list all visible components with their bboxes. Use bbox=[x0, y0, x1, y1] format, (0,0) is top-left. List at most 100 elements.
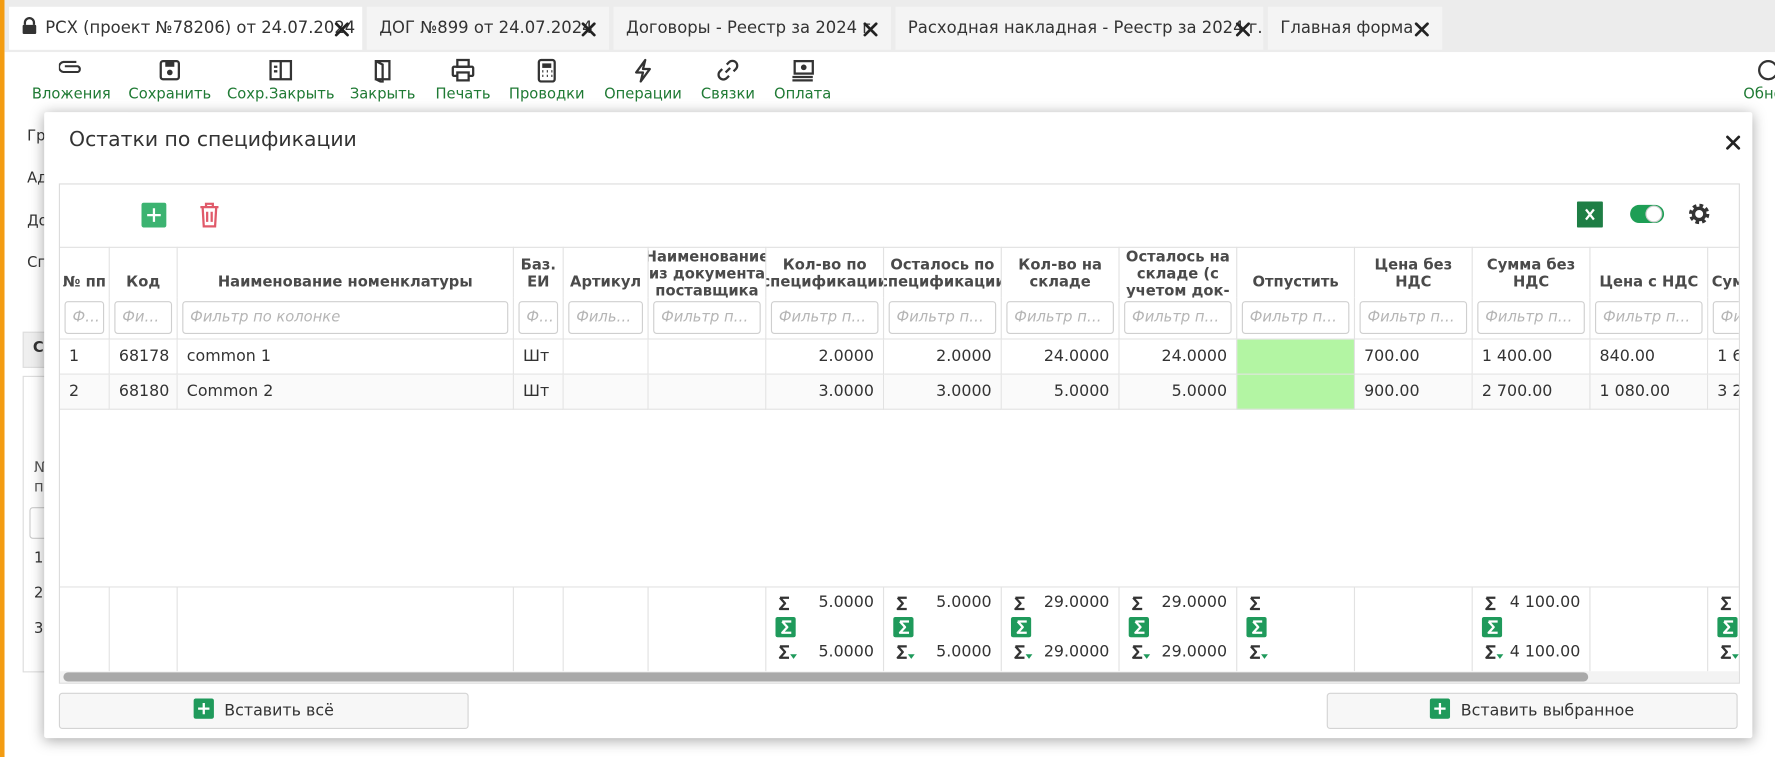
table-cell[interactable]: Common 2 bbox=[177, 374, 514, 410]
column-header[interactable]: Осталось по спецификации bbox=[884, 246, 1002, 298]
filter-input[interactable]: Фильтр по колонке bbox=[1712, 301, 1739, 334]
toolbar-button-label[interactable]: Печать bbox=[435, 86, 491, 104]
toolbar-icon[interactable] bbox=[1756, 58, 1775, 87]
column-header-text[interactable]: Осталось по спецификации bbox=[884, 256, 1002, 291]
tab-close[interactable] bbox=[581, 20, 597, 42]
column-header[interactable]: Баз. ЕИ bbox=[514, 246, 564, 298]
tab[interactable]: РСХ (проект №78206) от 24.07.2024 bbox=[9, 6, 363, 50]
filter-input[interactable]: Фильтр по колонке bbox=[114, 301, 173, 334]
column-header-text[interactable]: Осталось на складе (с учетом док-тов) bbox=[1125, 249, 1230, 298]
column-header[interactable]: Кол-во по спецификации bbox=[766, 246, 885, 298]
tab[interactable]: ДОГ №899 от 24.07.2024 bbox=[366, 6, 610, 50]
table-cell[interactable]: 700.00 bbox=[1355, 339, 1473, 375]
table-cell[interactable]: Шт bbox=[513, 339, 564, 375]
tab-close[interactable] bbox=[863, 20, 879, 42]
table-cell[interactable] bbox=[563, 374, 649, 410]
sum-toggle[interactable] bbox=[1010, 616, 1032, 642]
table-cell[interactable]: 1 bbox=[59, 339, 110, 375]
toolbar-icon[interactable] bbox=[451, 58, 476, 87]
toolbar-icon[interactable] bbox=[58, 58, 84, 87]
column-header[interactable]: Отпустить bbox=[1237, 246, 1356, 298]
column-header[interactable]: Сумма без НДС bbox=[1473, 246, 1591, 298]
filter-input[interactable]: Фильтр по колонке bbox=[1477, 301, 1585, 334]
sum-toggle[interactable] bbox=[1128, 616, 1150, 642]
column-header[interactable]: Цена без НДС bbox=[1355, 246, 1473, 298]
add-row-button[interactable] bbox=[141, 202, 167, 232]
column-header[interactable]: Код bbox=[110, 246, 178, 298]
column-header-text[interactable]: Код bbox=[126, 273, 161, 291]
column-header[interactable]: Артикул bbox=[564, 246, 649, 298]
filter-input[interactable]: Фильтр по колонке bbox=[888, 301, 997, 334]
column-header[interactable]: Наименование из документа поставщика bbox=[648, 246, 767, 298]
column-header[interactable]: Цена с НДС bbox=[1590, 246, 1709, 298]
toolbar-button-label[interactable]: Сохранить bbox=[128, 86, 212, 104]
tab[interactable]: Главная форма bbox=[1267, 6, 1443, 50]
table-cell[interactable]: 1 080.00 bbox=[1590, 374, 1709, 410]
settings-button[interactable] bbox=[1687, 201, 1712, 230]
table-cell[interactable]: 2.0000 bbox=[766, 339, 885, 375]
table-cell[interactable] bbox=[1237, 374, 1356, 410]
tab[interactable]: Договоры - Реестр за 2024 г. bbox=[613, 6, 891, 50]
table-cell[interactable] bbox=[648, 339, 767, 375]
column-header[interactable]: Кол-во на складе bbox=[1002, 246, 1120, 298]
sum-toggle[interactable] bbox=[1246, 616, 1267, 642]
table-cell[interactable]: common 1 bbox=[177, 339, 514, 375]
table-cell[interactable]: 68178 bbox=[109, 339, 178, 375]
sum-toggle[interactable] bbox=[1481, 616, 1503, 642]
column-header-text[interactable]: № пп bbox=[62, 273, 106, 291]
delete-row-button[interactable] bbox=[199, 202, 219, 232]
column-header[interactable]: Осталось на складе (с учетом док-тов) bbox=[1120, 246, 1238, 298]
toolbar-button-label[interactable]: Закрыть bbox=[349, 86, 416, 104]
filter-input[interactable]: Фильтр по колонке bbox=[1124, 301, 1232, 334]
column-header[interactable]: № пп bbox=[60, 246, 110, 298]
tab-close[interactable] bbox=[1235, 20, 1251, 42]
column-header-text[interactable]: Цена без НДС bbox=[1374, 256, 1453, 291]
column-header-text[interactable]: Цена с НДС bbox=[1599, 273, 1699, 291]
dialog-close[interactable] bbox=[1725, 134, 1741, 156]
table-cell[interactable]: 5.0000 bbox=[1001, 374, 1120, 410]
tab[interactable]: Расходная накладная - Реестр за 2024 г. bbox=[895, 6, 1264, 50]
column-header-text[interactable]: Сумма без НДС bbox=[1486, 256, 1576, 291]
column-header-text[interactable]: Наименование номенклатуры bbox=[217, 273, 473, 291]
table-cell[interactable]: 2 bbox=[59, 374, 110, 410]
export-excel-button[interactable] bbox=[1576, 201, 1603, 232]
table-cell[interactable] bbox=[563, 339, 649, 375]
filter-input[interactable]: Фильтр по колонке bbox=[770, 301, 879, 334]
toolbar-button-label[interactable]: Сохр.Закрыть bbox=[226, 86, 335, 104]
toggle-switch[interactable] bbox=[1629, 204, 1665, 229]
column-header[interactable]: Наименование номенклатуры bbox=[178, 246, 514, 298]
filter-input[interactable]: Фильтр по колонке bbox=[1006, 301, 1114, 334]
filter-input[interactable]: Фильтр по колонке bbox=[1241, 301, 1350, 334]
column-header[interactable]: Сумма с НДС bbox=[1708, 247, 1739, 298]
filter-input[interactable]: Фильтр по колонке bbox=[1359, 301, 1468, 334]
filter-input[interactable]: Фильтр по колонке bbox=[518, 301, 559, 334]
table-cell[interactable]: 900.00 bbox=[1355, 374, 1473, 410]
button-label[interactable]: Вставить всё bbox=[224, 701, 334, 720]
column-header-text[interactable]: Наименование из документа поставщика bbox=[648, 249, 767, 298]
toolbar-icon[interactable] bbox=[715, 58, 740, 87]
table-cell[interactable]: 24.0000 bbox=[1119, 339, 1238, 375]
button-label[interactable]: Вставить выбранное bbox=[1460, 701, 1635, 720]
column-header-text[interactable]: Кол-во по спецификации bbox=[766, 256, 885, 291]
table-cell[interactable] bbox=[648, 374, 767, 410]
dialog-button[interactable]: Вставить выбранное bbox=[1326, 692, 1738, 730]
column-header-text[interactable]: Сумма с НДС bbox=[1711, 273, 1739, 291]
table-cell[interactable]: 1 400.00 bbox=[1472, 339, 1591, 375]
column-header-text[interactable]: Артикул bbox=[570, 273, 642, 291]
table-cell[interactable]: 3.0000 bbox=[766, 374, 885, 410]
filter-input[interactable]: Фильтр по колонке bbox=[653, 301, 761, 334]
column-header-text[interactable]: Отпустить bbox=[1252, 273, 1339, 291]
filter-input[interactable]: Фильтр по колонке bbox=[182, 301, 509, 334]
table-cell[interactable]: 3 240.00 bbox=[1708, 374, 1739, 410]
table-cell[interactable]: 24.0000 bbox=[1001, 339, 1120, 375]
dialog-button[interactable]: Вставить всё bbox=[58, 692, 469, 730]
table-cell[interactable]: Шт bbox=[513, 374, 564, 410]
sum-toggle[interactable] bbox=[1717, 616, 1738, 642]
column-header-text[interactable]: Баз. ЕИ bbox=[520, 256, 556, 291]
filter-input[interactable]: Фильтр по колонке bbox=[64, 301, 105, 334]
filter-input[interactable]: Фильтр по колонке bbox=[1595, 301, 1703, 334]
toolbar-button-label[interactable]: Связки bbox=[700, 86, 755, 104]
table-cell[interactable]: 68180 bbox=[109, 374, 178, 410]
tab-close[interactable] bbox=[1414, 20, 1430, 42]
toolbar-icon[interactable] bbox=[268, 58, 293, 87]
